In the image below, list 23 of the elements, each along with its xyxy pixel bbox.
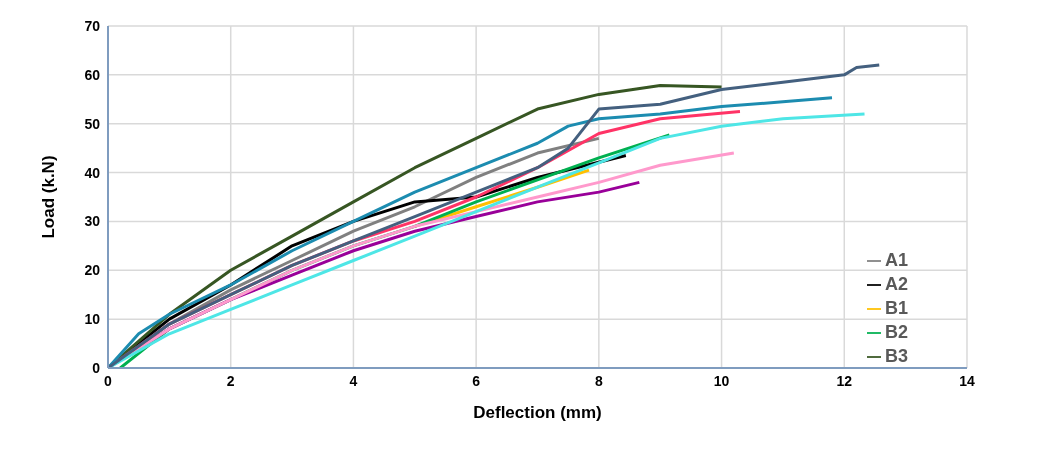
legend-label: B3	[884, 346, 908, 366]
y-tick-label: 60	[84, 66, 101, 83]
x-tick-label: 12	[836, 372, 853, 389]
x-tick-label: 0	[104, 372, 113, 389]
x-tick-label: 6	[472, 372, 481, 389]
x-tick-label: 4	[349, 372, 358, 389]
y-axis-title: Load (k.N)	[39, 155, 59, 239]
x-tick-label: 2	[226, 372, 235, 389]
y-tick-label: 30	[84, 213, 101, 230]
legend-label: A2	[884, 274, 908, 294]
x-tick-label: 10	[713, 372, 730, 389]
legend-label: A1	[884, 250, 908, 270]
x-axis-title: Deflection (mm)	[473, 403, 602, 422]
y-tick-label: 40	[84, 164, 101, 181]
x-tick-label: 14	[959, 372, 975, 389]
y-tick-label: 70	[84, 17, 101, 34]
legend-label: B2	[884, 322, 908, 342]
y-tick-label: 0	[92, 359, 101, 376]
y-tick-label: 10	[84, 311, 101, 328]
x-tick-label: 8	[594, 372, 603, 389]
legend-label: B1	[884, 298, 908, 318]
y-tick-label: 20	[84, 262, 101, 279]
y-tick-label: 50	[84, 115, 101, 132]
